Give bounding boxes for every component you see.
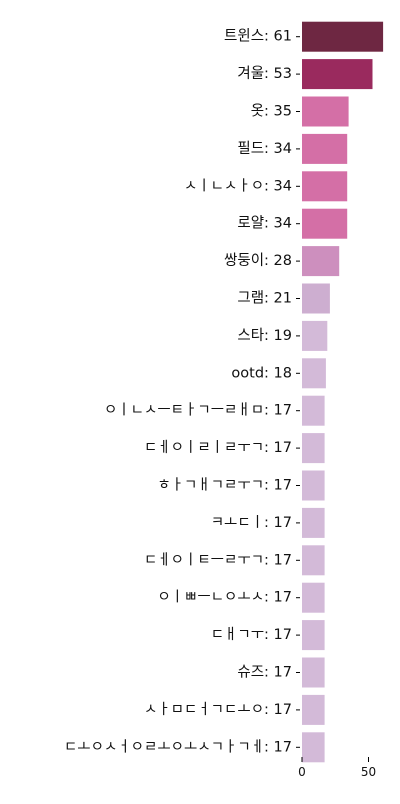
bar	[302, 59, 373, 90]
bar	[302, 545, 325, 576]
bar	[302, 21, 384, 52]
bar	[302, 395, 325, 426]
bar	[302, 171, 348, 202]
category-label: ㅅㅏㅁㄷㅓㄱㄷㅗㅇ: 17	[144, 701, 292, 718]
category-label: 그램: 21	[237, 290, 292, 307]
category-label: ㄷㅔㅇㅣㅌㅡㄹㅜㄱ: 17	[144, 551, 292, 568]
bar	[302, 96, 349, 127]
bar	[302, 320, 328, 351]
category-labels-group: 트윈스: 61 겨울: 53 옷: 35 필드: 34 ㅅㅣㄴㅅㅏㅇ: 34 로얄: 34…	[64, 28, 300, 755]
bar	[302, 732, 325, 763]
category-label: 트윈스: 61	[224, 28, 292, 45]
bar	[302, 133, 348, 164]
category-label: ㅅㅣㄴㅅㅏㅇ: 34	[184, 177, 292, 194]
bar	[302, 620, 325, 651]
bar	[302, 582, 325, 613]
category-label: 스타: 19	[237, 327, 292, 344]
bar	[302, 507, 325, 538]
bars-group	[302, 21, 384, 763]
category-label: ㄷㅔㅇㅣㄹㅣㄹㅜㄱ: 17	[144, 439, 292, 456]
category-label: ㅎㅏㄱㅐㄱㄹㅜㄱ: 17	[157, 477, 292, 494]
x-tick-label: 0	[298, 765, 306, 779]
category-label: 슈즈: 17	[237, 664, 292, 681]
category-label: ㄷㅗㅇㅅㅓㅇㄹㅗㅇㅗㅅㄱㅏㄱㅔ: 17	[64, 738, 292, 755]
bar	[302, 694, 325, 725]
bar	[302, 358, 326, 389]
category-label: 겨울: 53	[237, 65, 292, 82]
category-label: ㅋㅗㄷㅣ: 17	[211, 515, 292, 531]
category-label: ootd: 18	[231, 365, 292, 381]
category-label: 옷: 35	[251, 104, 292, 120]
bar	[302, 657, 325, 688]
category-label: ㄷㅐㄱㅜ: 17	[211, 626, 292, 643]
x-tick-label: 50	[361, 765, 376, 779]
category-label: ㅇㅣㄴㅅㅡㅌㅏㄱㅡㄹㅐㅁ: 17	[104, 402, 292, 419]
bar	[302, 246, 340, 277]
bar	[302, 433, 325, 464]
category-label: ㅇㅣㅃㅡㄴㅇㅗㅅ: 17	[157, 590, 292, 606]
bar	[302, 470, 325, 501]
x-axis: 0 50	[298, 757, 376, 779]
bar	[302, 208, 348, 239]
bar	[302, 283, 330, 314]
category-label: 필드: 34	[237, 140, 292, 157]
category-label: 로얄: 34	[237, 214, 292, 232]
category-label: 쌍둥이: 28	[224, 252, 292, 269]
